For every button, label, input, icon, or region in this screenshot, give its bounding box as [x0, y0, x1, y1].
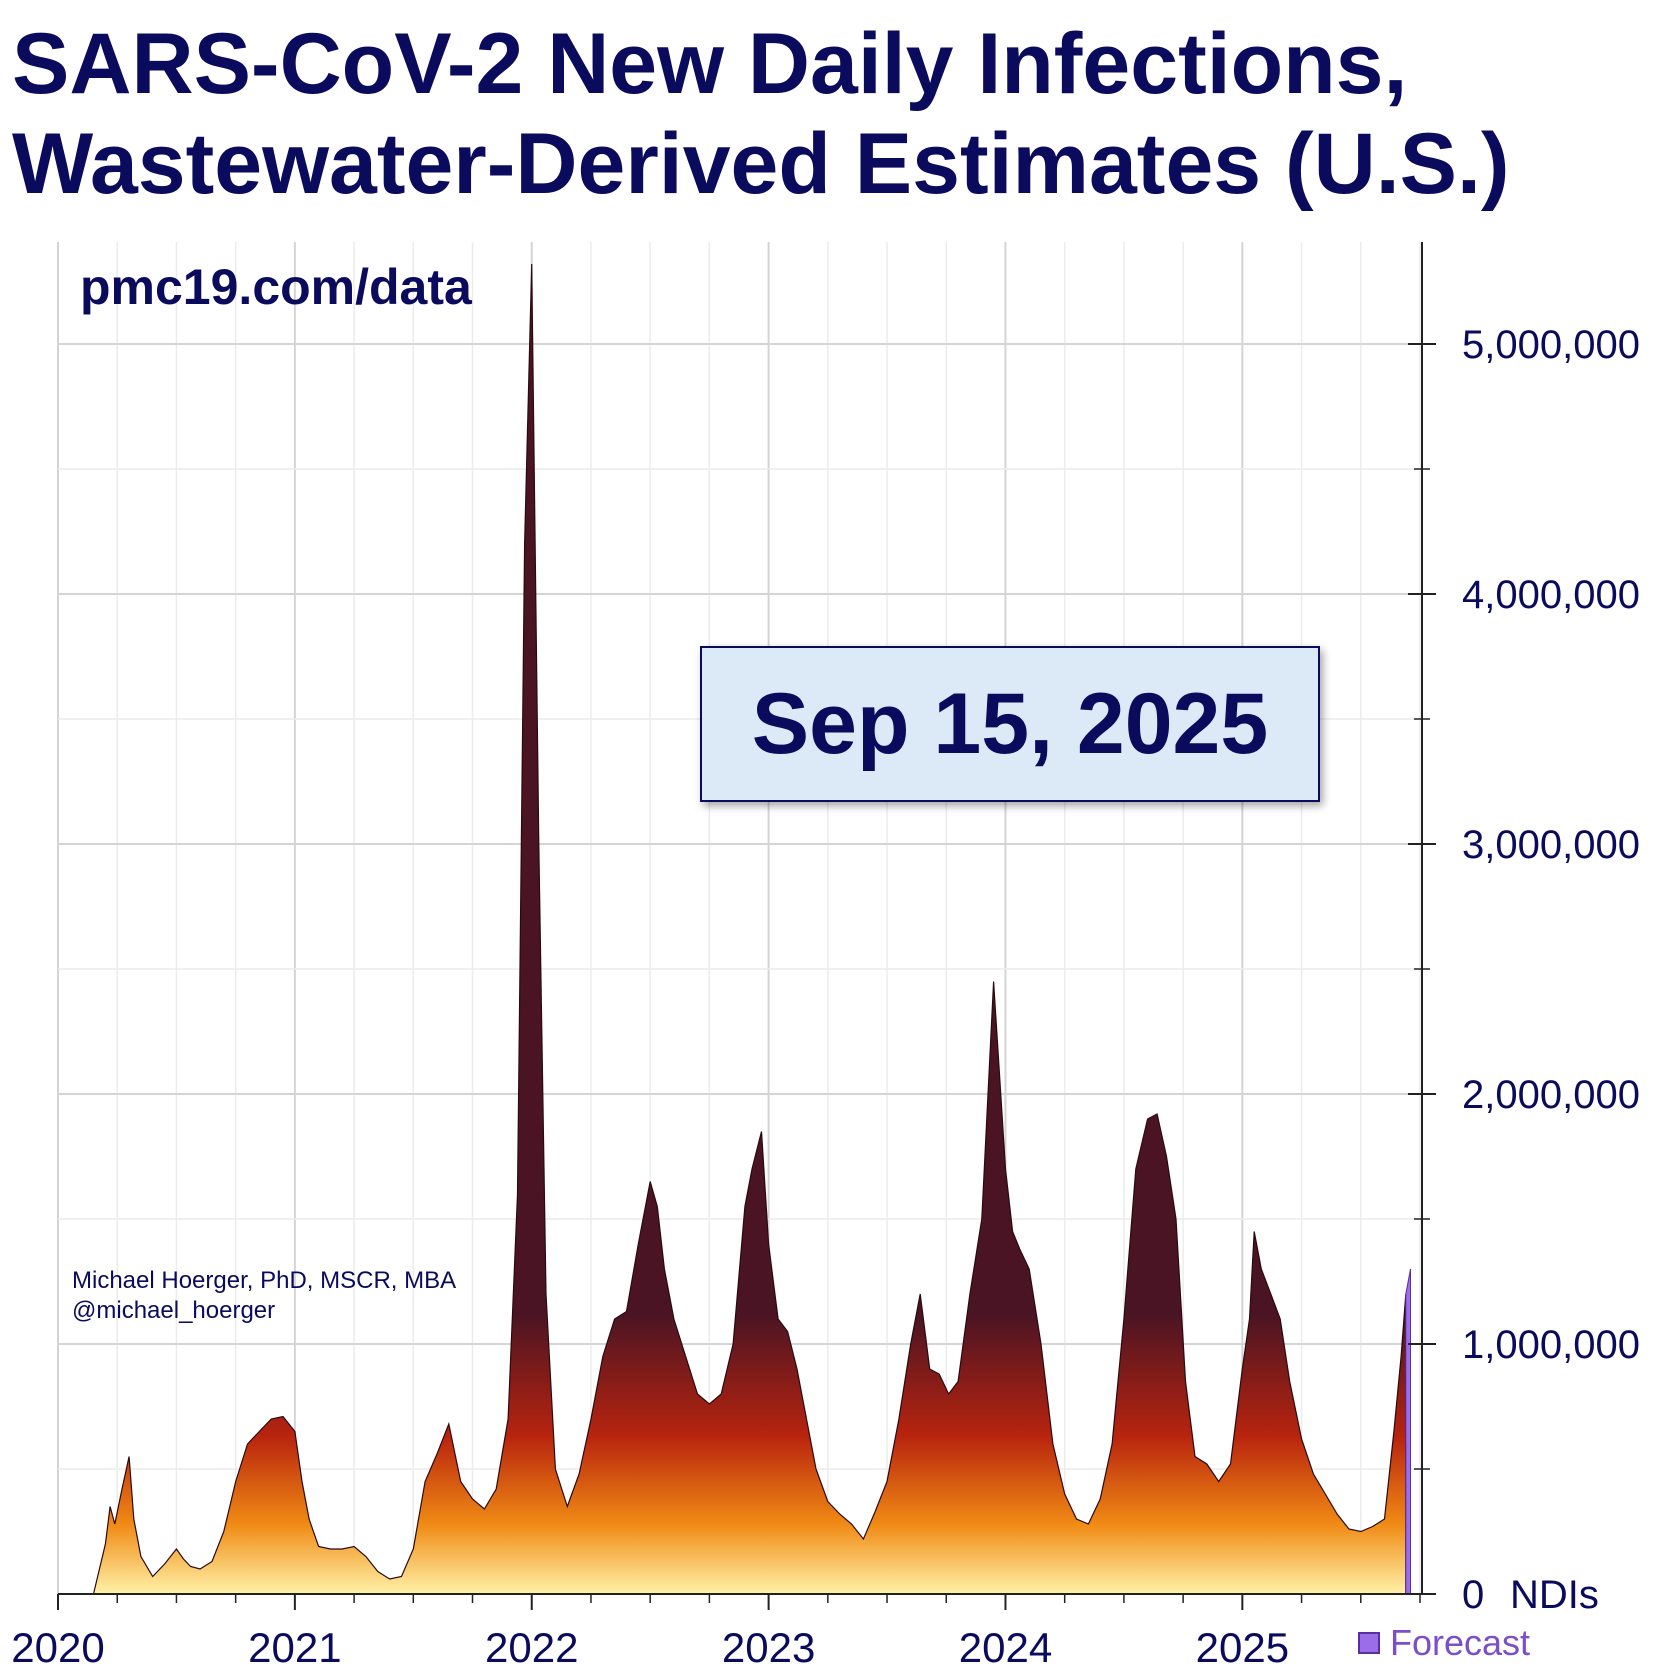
date-label: Sep 15, 2025 [751, 675, 1269, 772]
y-tick-label: 2,000,000 [1462, 1073, 1640, 1117]
axes: 0 1,000,000 2,000,000 3,000,000 4,000,000 5,0… [11, 242, 1640, 1669]
forecast-area [1405, 1268, 1411, 1595]
forecast-swatch [1358, 1632, 1380, 1654]
author-name: Michael Hoerger, PhD, MSCR, MBA [72, 1267, 457, 1294]
title-line-2: Wastewater-Derived Estimates (U.S.) [12, 116, 1510, 212]
x-tick-label: 2024 [959, 1624, 1052, 1669]
x-tick-label: 2020 [11, 1624, 104, 1669]
x-tick-label: 2023 [722, 1624, 815, 1669]
forecast-label: Forecast [1390, 1622, 1531, 1663]
date-badge: Sep 15, 2025 [700, 646, 1320, 802]
legend-forecast: Forecast [1358, 1622, 1530, 1664]
infections-area [92, 263, 1407, 1595]
y-tick-label: 1,000,000 [1462, 1323, 1640, 1367]
x-tick-label: 2021 [248, 1624, 341, 1669]
y-tick-label: 0 [1462, 1573, 1484, 1617]
author-handle: @michael_hoerger [72, 1297, 276, 1324]
title-line-1: SARS-CoV-2 New Daily Infections, [12, 16, 1408, 112]
y-tick-label: 3,000,000 [1462, 823, 1640, 867]
y-tick-label: 5,000,000 [1462, 323, 1640, 367]
y-tick-label: 4,000,000 [1462, 573, 1640, 617]
chart-title: SARS-CoV-2 New Daily Infections, Wastewa… [12, 14, 1672, 214]
series-area [92, 263, 1411, 1595]
author-credit: Michael Hoerger, PhD, MSCR, MBA @michael… [72, 1266, 456, 1326]
source-url: pmc19.com/data [80, 259, 472, 315]
x-tick-label: 2022 [485, 1624, 578, 1669]
x-tick-label: 2025 [1196, 1624, 1289, 1669]
y-unit-label: NDIs [1510, 1573, 1599, 1617]
